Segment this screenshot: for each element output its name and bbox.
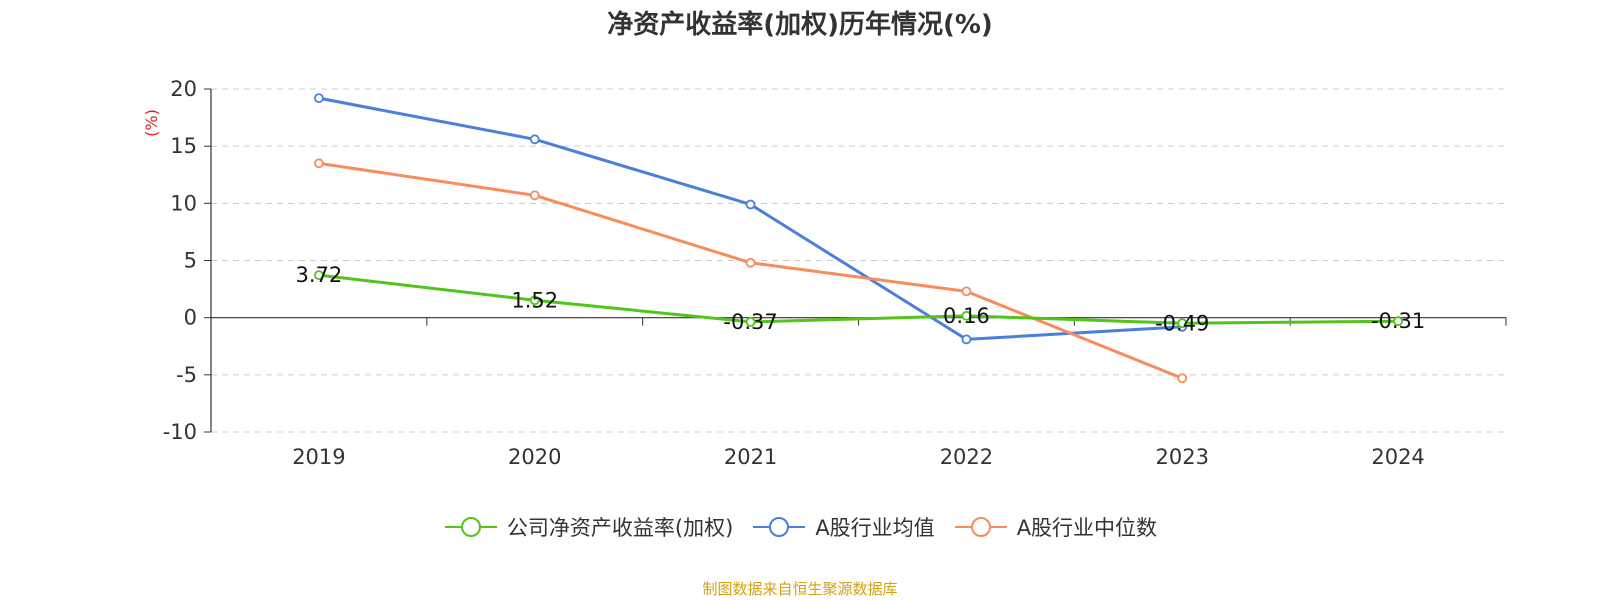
x-tick-label: 2020 (508, 445, 561, 469)
x-tick-label: 2019 (292, 445, 345, 469)
y-tick-label: 15 (170, 134, 197, 158)
source-note: 制图数据来自恒生聚源数据库 (702, 580, 898, 598)
y-tick-label: -5 (176, 363, 197, 387)
data-point (745, 257, 756, 268)
data-label: 1.52 (511, 288, 558, 312)
data-point (314, 93, 324, 104)
x-tick-label: 2024 (1371, 445, 1424, 469)
y-tick-label: 5 (184, 249, 197, 273)
x-tick-label: 2022 (940, 445, 993, 469)
chart-title: 净资产收益率(加权)历年情况(%) (607, 10, 993, 40)
data-point (961, 334, 972, 345)
legend-marker-icon (444, 517, 497, 537)
x-tick-label: 2023 (1156, 445, 1209, 469)
legend-label: A股行业中位数 (1016, 516, 1158, 540)
data-point (529, 190, 540, 201)
series-line-1 (318, 96, 1183, 341)
legend-marker-icon (753, 517, 806, 537)
data-label: 0.16 (943, 304, 990, 328)
grid-lines (211, 88, 1506, 433)
data-point (314, 270, 324, 281)
data-point (1177, 373, 1188, 384)
series-line-0 (318, 273, 1399, 325)
y-tick-label: -10 (163, 420, 197, 444)
data-point (529, 134, 540, 145)
legend-label: 公司净资产收益率(加权) (506, 516, 734, 540)
data-labels: 3.72 1.52 -0.37 0.16 -0.49 -0.31 (296, 263, 1426, 335)
data-point (745, 316, 756, 327)
series-lines (314, 93, 1403, 384)
data-point (529, 295, 540, 306)
line-chart: 20 15 10 5 0 -5 -10 2019 2020 2021 2022 2023 2024 3.… (142, 77, 1507, 469)
y-tick-label: 10 (170, 191, 197, 215)
data-label: -0.37 (723, 310, 777, 334)
data-point (961, 310, 972, 321)
data-point (961, 286, 972, 297)
data-point (1177, 318, 1188, 329)
data-label: 3.72 (296, 263, 343, 287)
legend-item-0[interactable]: 公司净资产收益率(加权) (443, 512, 733, 542)
data-point (745, 199, 756, 210)
y-axis-label: (%) (142, 109, 161, 137)
legend-label: A股行业均值 (815, 516, 935, 540)
data-point (314, 158, 324, 169)
data-point (1393, 316, 1403, 327)
data-label: -0.49 (1155, 311, 1209, 335)
legend-item-2[interactable]: A股行业中位数 (953, 512, 1157, 542)
legend: 公司净资产收益率(加权) A股行业均值 A股行业中位数 (0, 512, 1600, 542)
y-tick-label: 0 (184, 306, 197, 330)
x-tick-label: 2021 (724, 445, 777, 469)
legend-item-1[interactable]: A股行业均值 (751, 512, 935, 542)
data-label: -0.31 (1371, 309, 1425, 333)
y-tick-label: 20 (170, 77, 197, 101)
series-line-2 (318, 161, 1183, 380)
legend-marker-icon (954, 517, 1007, 537)
